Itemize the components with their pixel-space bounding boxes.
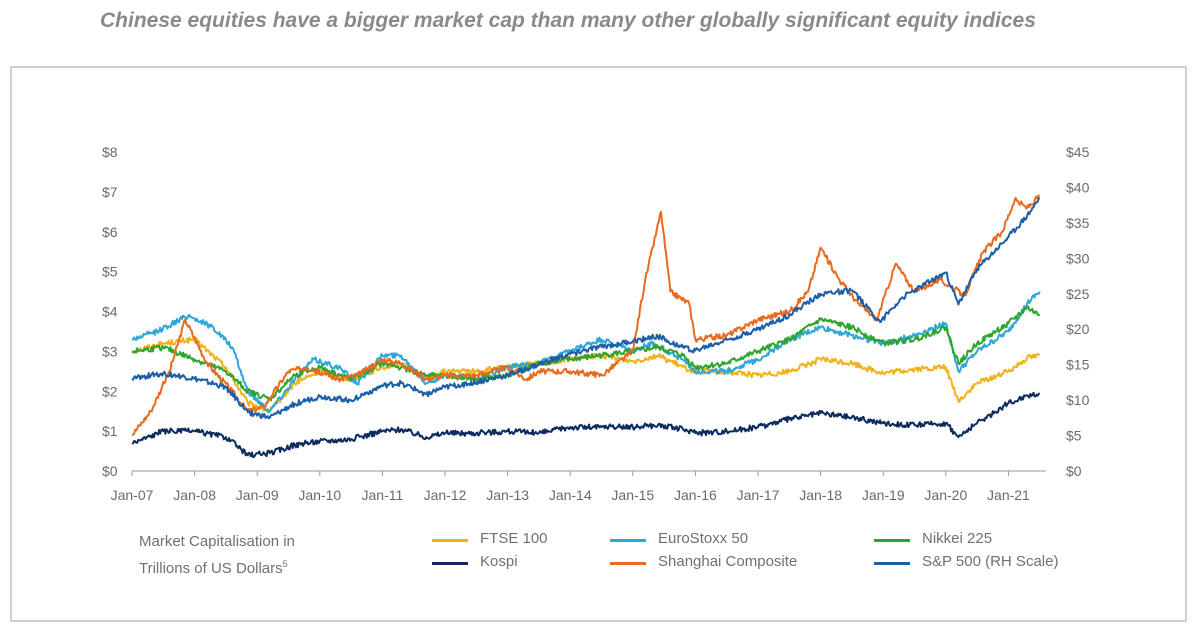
x-tick-label: Jan-10 <box>298 487 341 503</box>
legend-label-kospi: Kospi <box>480 553 518 570</box>
y-left-tick-label: $0 <box>102 463 118 479</box>
y-right-tick-label: $15 <box>1066 357 1090 373</box>
x-tick-label: Jan-19 <box>862 487 905 503</box>
y-axis-unit-note: Market Capitalisation in Trillions of US… <box>139 530 295 580</box>
legend-swatch-kospi <box>432 562 468 565</box>
series-line-s-p-500-rh-scale <box>131 197 1041 420</box>
y-left-tick-label: $8 <box>102 144 118 160</box>
y-left-tick-label: $1 <box>102 423 118 439</box>
chart-axes: $0 $1 $2 $3 $4 $5 $6 $7 $8 $0 $5 $10 $15 $20 $25 $30 $35… <box>102 144 1090 503</box>
legend-swatch-eurostoxx-50 <box>610 539 646 542</box>
y-right-tick-label: $30 <box>1066 250 1090 266</box>
x-tick-label: Jan-11 <box>362 487 404 503</box>
x-tick-label: Jan-12 <box>424 487 467 503</box>
y-right-tick-label: $40 <box>1066 179 1090 195</box>
x-tick-label: Jan-17 <box>737 487 780 503</box>
y-right-tick-label: $0 <box>1066 463 1082 479</box>
x-tick-label: Jan-16 <box>674 487 717 503</box>
y-right-tick-label: $35 <box>1066 215 1090 231</box>
legend-swatch-ftse-100 <box>432 539 468 542</box>
legend-label-s-p-500-rh-scale: S&P 500 (RH Scale) <box>922 553 1059 570</box>
x-tick-label: Jan-15 <box>611 487 654 503</box>
x-tick-label: Jan-14 <box>549 487 592 503</box>
legend-label-shanghai-composite: Shanghai Composite <box>658 553 798 570</box>
chart-title: Chinese equities have a bigger market ca… <box>100 9 1036 32</box>
y-left-tick-label: $3 <box>102 343 118 359</box>
series-line-kospi <box>131 391 1041 459</box>
legend-note-line2: Trillions of US Dollars5 <box>139 553 295 580</box>
legend-swatch-shanghai-composite <box>610 562 646 565</box>
y-left-tick-label: $6 <box>102 224 118 240</box>
series-line-nikkei-225 <box>131 305 1041 402</box>
y-left-tick-label: $2 <box>102 383 118 399</box>
x-tick-label: Jan-18 <box>799 487 842 503</box>
x-tick-label: Jan-21 <box>987 487 1030 503</box>
legend-swatch-s-p-500-rh-scale <box>874 562 910 565</box>
legend-note-text: Trillions of US Dollars <box>139 560 283 577</box>
x-tick-label: Jan-08 <box>173 487 216 503</box>
y-right-tick-label: $45 <box>1066 144 1090 160</box>
legend-label-eurostoxx-50: EuroStoxx 50 <box>658 530 749 547</box>
y-right-tick-label: $20 <box>1066 321 1090 337</box>
footnote-marker: 5 <box>282 559 288 569</box>
x-tick-label: Jan-09 <box>236 487 279 503</box>
y-left-tick-label: $4 <box>102 304 118 320</box>
y-right-tick-label: $25 <box>1066 286 1090 302</box>
series-line-shanghai-composite <box>131 194 1040 437</box>
legend-note-line1: Market Capitalisation in <box>139 533 295 550</box>
series-line-eurostoxx-50 <box>131 291 1041 414</box>
legend-label-ftse-100: FTSE 100 <box>480 530 548 547</box>
x-tick-label: Jan-07 <box>111 487 154 503</box>
y-right-tick-label: $10 <box>1066 392 1090 408</box>
y-left-tick-label: $5 <box>102 264 118 280</box>
y-left-tick-label: $7 <box>102 184 118 200</box>
y-right-tick-label: $5 <box>1066 428 1082 444</box>
chart-series-lines <box>131 194 1041 459</box>
legend-label-nikkei-225: Nikkei 225 <box>922 530 993 547</box>
x-tick-label: Jan-20 <box>924 487 967 503</box>
chart-frame <box>10 66 1187 622</box>
legend-swatch-nikkei-225 <box>874 539 910 542</box>
x-tick-label: Jan-13 <box>486 487 529 503</box>
